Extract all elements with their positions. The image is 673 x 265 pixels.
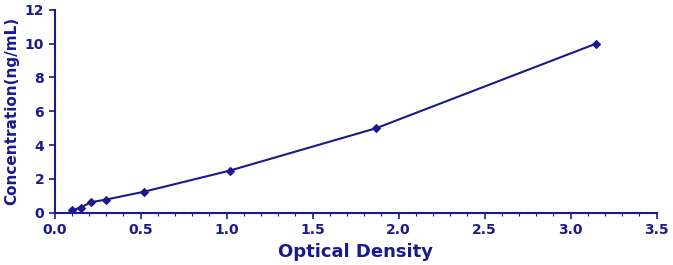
Y-axis label: Concentration(ng/mL): Concentration(ng/mL) (4, 17, 19, 205)
X-axis label: Optical Density: Optical Density (278, 243, 433, 261)
